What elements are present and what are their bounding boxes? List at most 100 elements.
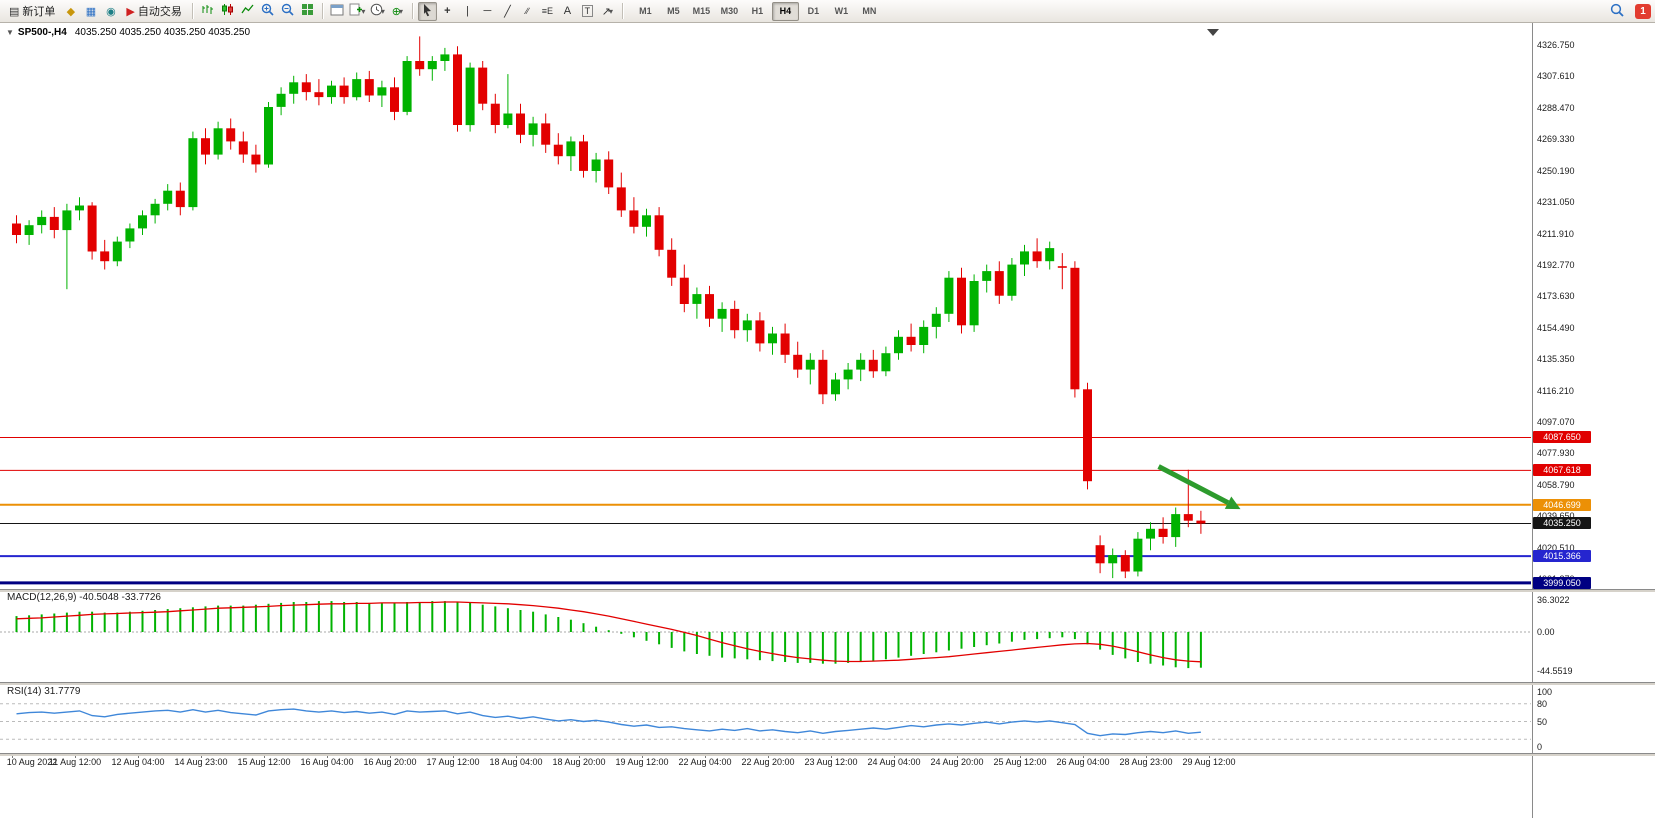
navigator-button[interactable]: ◉ — [101, 2, 120, 21]
price-axis-label: 4211.910 — [1537, 229, 1574, 239]
time-axis-label: 17 Aug 12:00 — [426, 757, 480, 767]
trendline-tool-button[interactable]: ╱ — [498, 2, 517, 21]
time-axis-label: 11 Aug 12:00 — [48, 757, 102, 767]
text-tool-button[interactable]: A — [558, 2, 577, 21]
rsi-name: RSI(14) — [7, 686, 42, 697]
tile-windows-icon — [301, 3, 314, 19]
time-axis-label: 18 Aug 04:00 — [489, 757, 543, 767]
timeframe-button-h1[interactable]: H1 — [751, 6, 764, 16]
main-toolbar: ▤ 新订单 ◆ ▦ ◉ ▶ 自动交易 — [0, 0, 1655, 23]
time-axis-label: 18 Aug 20:00 — [552, 757, 606, 767]
price-axis-label: 4097.070 — [1537, 417, 1575, 427]
time-axis-label: 22 Aug 04:00 — [678, 757, 732, 767]
data-window-button[interactable]: ▦ — [81, 2, 100, 21]
time-axis-label: 19 Aug 12:00 — [615, 757, 669, 767]
time-axis-label: 26 Aug 04:00 — [1056, 757, 1110, 767]
price-axis-label: 4154.490 — [1537, 323, 1575, 333]
new-order-label: 新订单 — [22, 6, 56, 18]
notification-badge[interactable]: 1 — [1635, 3, 1651, 19]
time-axis-tick — [894, 754, 895, 758]
macd-values: -40.5048 -33.7726 — [79, 592, 161, 603]
time-axis-tick — [831, 754, 832, 758]
text-tool-icon: A — [563, 5, 572, 17]
trendline-icon: ╱ — [504, 5, 511, 18]
candlestick-chart-icon — [221, 3, 234, 19]
macd-axis-label: 36.3022 — [1537, 595, 1570, 605]
channel-tool-button[interactable]: ∕∕ — [518, 2, 537, 21]
auto-trading-icon: ▶ — [126, 5, 135, 18]
line-chart-button[interactable] — [238, 2, 257, 21]
price-axis-label: 4116.210 — [1537, 386, 1574, 396]
chevron-down-icon: ▾ — [398, 6, 403, 16]
cursor-tool-button[interactable] — [417, 1, 437, 21]
macd-name: MACD(12,26,9) — [7, 592, 77, 603]
horizontal-line-icon: ─ — [483, 5, 492, 17]
candlestick-chart-button[interactable] — [218, 2, 237, 21]
horizontal-line-tool-button[interactable]: ─ — [478, 2, 497, 21]
search-button[interactable] — [1607, 2, 1626, 21]
toolbar-separator — [621, 3, 623, 19]
timeframe-button-m15[interactable]: M15 — [692, 6, 711, 16]
vertical-line-icon: | — [465, 5, 469, 17]
time-axis-tick — [1020, 754, 1021, 758]
time-axis-tick — [516, 754, 517, 758]
vertical-line-tool-button[interactable]: | — [458, 2, 477, 21]
zoom-in-button[interactable] — [258, 2, 277, 21]
market-watch-button[interactable]: ◆ — [61, 2, 80, 21]
label-tool-button[interactable]: T — [578, 2, 597, 21]
timeframe-button-m30[interactable]: M30 — [720, 6, 739, 16]
price-axis-label: 4077.930 — [1537, 448, 1575, 458]
price-axis-label: 4307.610 — [1537, 71, 1575, 81]
indicators-icon: ⊕ — [391, 5, 401, 18]
price-axis-label: 4039.650 — [1537, 511, 1575, 521]
time-axis-label: 12 Aug 04:00 — [111, 757, 165, 767]
auto-trading-button[interactable]: ▶ 自动交易 — [121, 1, 186, 21]
indicators-button[interactable]: ⊕ ▾ — [388, 2, 407, 21]
periods-button[interactable]: ▾ — [368, 2, 387, 21]
chart-ohlc: 4035.250 4035.250 4035.250 4035.250 — [74, 27, 251, 38]
price-axis-label: 4288.470 — [1537, 103, 1575, 113]
macd-pane-separator[interactable] — [0, 589, 1655, 592]
toolbar-separator — [191, 3, 193, 19]
fibonacci-tool-button[interactable]: ≡E — [538, 2, 557, 21]
price-axis-label: 4231.050 — [1537, 197, 1575, 207]
chart-window-button[interactable] — [328, 2, 347, 21]
price-axis-separator[interactable] — [1532, 22, 1533, 818]
new-chart-button[interactable]: ▾ — [348, 2, 367, 21]
time-axis-tick — [1209, 754, 1210, 758]
shapes-icon: ↗ — [601, 5, 611, 18]
time-axis-tick — [957, 754, 958, 758]
zoom-out-button[interactable] — [278, 2, 297, 21]
chevron-down-icon: ▾ — [380, 6, 385, 16]
cursor-icon — [422, 3, 433, 20]
rsi-value: 31.7779 — [44, 686, 81, 697]
time-axis-tick — [579, 754, 580, 758]
shapes-tool-button[interactable]: ↗ ▾ — [598, 2, 617, 21]
navigator-icon: ◉ — [106, 5, 116, 18]
chevron-down-icon: ▾ — [361, 6, 366, 16]
timeframe-button-h4[interactable]: H4 — [771, 1, 799, 21]
time-axis-separator[interactable] — [0, 753, 1655, 756]
tile-windows-button[interactable] — [298, 2, 317, 21]
time-axis-label: 23 Aug 12:00 — [804, 757, 858, 767]
price-level-tag: 3999.050 — [1533, 577, 1591, 589]
new-order-button[interactable]: ▤ 新订单 — [4, 1, 60, 21]
time-axis-label: 15 Aug 12:00 — [237, 757, 291, 767]
symbol-caret-icon: ▼ — [6, 28, 14, 37]
timeframe-button-d1[interactable]: D1 — [807, 6, 820, 16]
shift-marker-icon — [1207, 29, 1219, 36]
timeframe-button-m5[interactable]: M5 — [667, 6, 680, 16]
rsi-label: RSI(14) 31.7779 — [7, 686, 80, 697]
timeframe-button-w1[interactable]: W1 — [834, 6, 849, 16]
line-chart-icon — [241, 3, 254, 19]
rsi-pane-separator[interactable] — [0, 682, 1655, 685]
auto-trading-label: 自动交易 — [137, 6, 182, 18]
rsi-axis-label: 50 — [1537, 717, 1548, 727]
timeframe-button-m1[interactable]: M1 — [639, 6, 652, 16]
market-watch-icon: ◆ — [66, 5, 76, 18]
crosshair-tool-button[interactable]: + — [438, 2, 457, 21]
bar-chart-button[interactable] — [198, 2, 217, 21]
price-axis-label: 4173.630 — [1537, 291, 1575, 301]
timeframe-button-mn[interactable]: MN — [862, 6, 877, 16]
